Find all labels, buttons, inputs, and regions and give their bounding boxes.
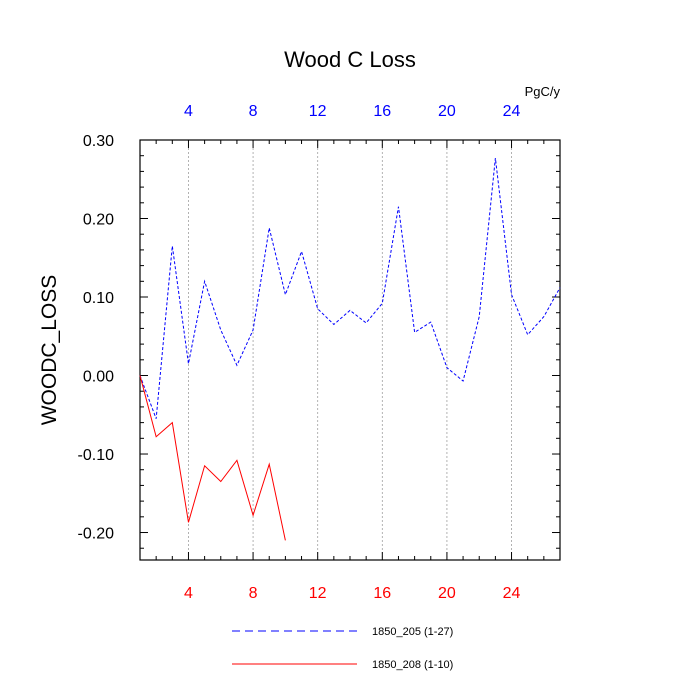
units-label: PgC/y	[525, 84, 561, 99]
x-tick-label-bottom-3: 16	[373, 585, 391, 602]
series-1-point-1	[155, 436, 157, 438]
legend: 1850_205 (1-27) 1850_208 (1-10)	[232, 626, 453, 671]
series-0-point-25	[543, 315, 545, 317]
series-0-point-26	[559, 286, 561, 288]
series-0-point-11	[316, 308, 318, 310]
legend-label-blue: 1850_205 (1-27)	[372, 626, 453, 638]
series-0-point-7	[252, 329, 254, 331]
x-tick-label-top-2: 12	[309, 103, 327, 120]
y-tick-label-3: 0.10	[83, 290, 114, 307]
series-1-point-9	[284, 539, 286, 541]
series-0-point-15	[381, 302, 383, 304]
series-0-point-13	[349, 309, 351, 311]
y-tick-label-5: 0.30	[83, 133, 114, 150]
x-tick-label-top-5: 24	[503, 103, 521, 120]
series-0-point-1	[155, 417, 157, 419]
x-tick-label-bottom-1: 8	[249, 585, 258, 602]
series-0-point-20	[462, 380, 464, 382]
series-1-point-7	[252, 514, 254, 516]
series-1-point-3	[187, 521, 189, 523]
series-0-point-18	[430, 321, 432, 323]
legend-label-red: 1850_208 (1-10)	[372, 659, 453, 671]
x-tick-label-top-4: 20	[438, 103, 456, 120]
y-tick-label-1: -0.10	[78, 447, 115, 464]
series-0-point-23	[510, 293, 512, 295]
series-0-point-16	[397, 206, 399, 208]
series-line-1	[139, 375, 286, 541]
series-0-point-4	[203, 280, 205, 282]
series-1-point-5	[220, 480, 222, 482]
series-0-point-8	[268, 227, 270, 229]
x-tick-label-top-3: 16	[373, 103, 391, 120]
series-0-point-21	[478, 315, 480, 317]
series-line-0	[139, 158, 561, 419]
x-tick-label-bottom-0: 4	[184, 585, 193, 602]
series-0-point-14	[365, 322, 367, 324]
series-0-point-2	[171, 245, 173, 247]
series-1-point-8	[268, 463, 270, 465]
y-tick-label-2: 0.00	[83, 369, 114, 386]
x-tick-label-bottom-2: 12	[309, 585, 327, 602]
x-tick-label-top-1: 8	[249, 103, 258, 120]
x-tick-label-bottom-4: 20	[438, 585, 456, 602]
y-tick-label-0: -0.20	[78, 526, 115, 543]
y-axis-label: WOODC_LOSS	[38, 275, 61, 426]
chart-title: Wood C Loss	[284, 47, 416, 72]
series-1-point-4	[203, 465, 205, 467]
series-0-point-3	[187, 363, 189, 365]
series-0-point-9	[284, 293, 286, 295]
series-0-point-19	[446, 366, 448, 368]
series-1-point-6	[236, 459, 238, 461]
y-tick-label-4: 0.20	[83, 212, 114, 229]
series-0-point-6	[236, 364, 238, 366]
series-0-point-5	[220, 329, 222, 331]
x-tick-label-bottom-5: 24	[503, 585, 521, 602]
series-0-point-12	[333, 323, 335, 325]
series-0-point-22	[494, 157, 496, 159]
series-1-point-0	[139, 374, 141, 376]
x-tick-label-top-0: 4	[184, 103, 193, 120]
series-0-point-10	[300, 250, 302, 252]
series-1-point-2	[171, 421, 173, 423]
series-0-point-17	[413, 331, 415, 333]
series-0-point-24	[526, 333, 528, 335]
